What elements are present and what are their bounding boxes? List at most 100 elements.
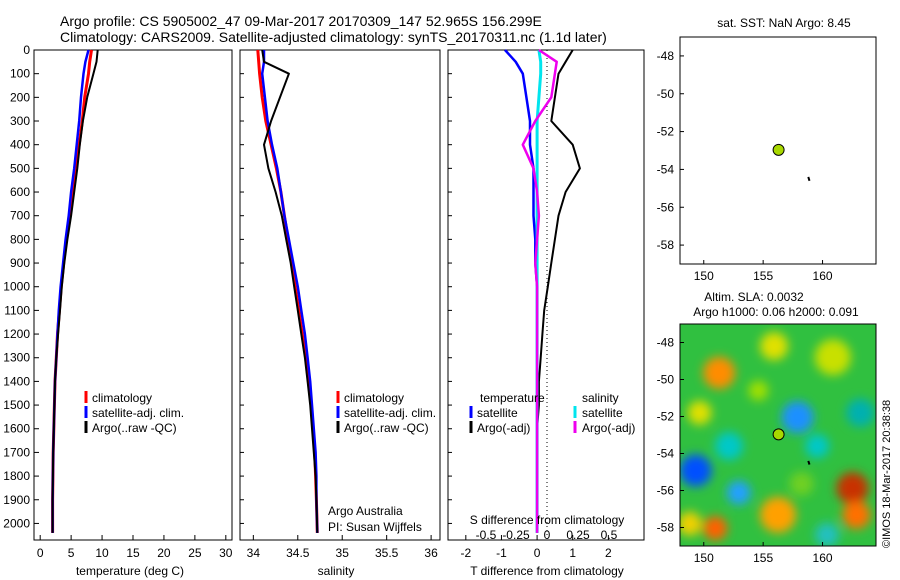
series-line — [504, 49, 539, 533]
x-tick-label: 34 — [247, 546, 261, 560]
map-y-tick-label: -52 — [657, 125, 675, 139]
map-y-tick-label: -56 — [657, 484, 675, 498]
s-tick-label: 0.5 — [601, 528, 618, 542]
legend-label-temp-argo: Argo(-adj) — [477, 421, 530, 435]
sla-anomaly-blob — [726, 480, 751, 505]
temperature-series — [51, 49, 99, 533]
series-line — [260, 50, 319, 533]
legend-temperature-title: temperature — [480, 391, 545, 405]
sla-anomaly-blob — [815, 522, 839, 546]
depth-tick-label: 400 — [10, 138, 30, 152]
depth-tick-label: 1100 — [4, 303, 30, 317]
legend-label-sal-satellite: satellite — [582, 406, 623, 420]
series-line — [261, 49, 319, 533]
s-difference-axis: -0.5 -0.25 0 0.25 0.5 — [476, 528, 618, 542]
figure-title-line1: Argo profile: CS 5905002_47 09-Mar-2017 … — [60, 13, 542, 29]
sla-anomaly-blob — [760, 496, 796, 533]
depth-tick-label: 1500 — [3, 398, 30, 412]
series-line — [51, 49, 93, 533]
sst-map-panel: sat. SST: NaN Argo: 8.45 150 155 160 -48 -50… — [657, 16, 877, 283]
note-argo-australia: Argo Australia — [328, 504, 403, 518]
map-x-tick-label: 160 — [813, 551, 833, 565]
depth-tick-label: 900 — [10, 256, 30, 270]
depth-tick-label: 1700 — [3, 445, 30, 459]
x-tick-label: 36 — [424, 546, 438, 560]
map-x-tick-label: 160 — [813, 269, 833, 283]
sla-map-axes: 150 155 160 -48 -50 -52 -54 -56 -58 — [657, 336, 833, 566]
x-tick-label: -2 — [460, 546, 471, 560]
temperature-x-label: temperature (deg C) — [76, 564, 184, 578]
sst-map-marks — [772, 143, 811, 182]
sla-map-frame — [679, 323, 877, 547]
x-tick-label: 10 — [95, 546, 109, 560]
temperature-x-axis: 0 5 10 15 20 25 30 — [37, 535, 233, 560]
legend-label-satellite: satellite-adj. clim. — [344, 406, 436, 420]
x-tick-label: 34.5 — [286, 546, 310, 560]
salinity-legend: climatology satellite-adj. clim. Argo(..… — [336, 391, 436, 435]
salinity-series — [256, 49, 319, 533]
t-difference-label: T difference from climatology — [470, 564, 624, 578]
map-y-tick-label: -50 — [657, 373, 675, 387]
x-tick-label: 15 — [126, 546, 140, 560]
temperature-y-axis: 0 100 200 300 400 500 600 700 800 900 1000 1100 1200… — [3, 43, 452, 530]
sla-map-title-line2: Argo h1000: 0.06 h2000: 0.091 — [693, 305, 859, 319]
map-x-tick-label: 155 — [753, 269, 773, 283]
legend-salinity-title: salinity — [582, 391, 619, 405]
sla-anomaly-blob — [748, 380, 769, 401]
depth-tick-label: 1600 — [3, 422, 30, 436]
sla-anomaly-blob — [703, 516, 728, 541]
salinity-x-label: salinity — [318, 564, 355, 578]
sla-anomaly-blob — [814, 339, 851, 376]
figure-title-line2: Climatology: CARS2009. Satellite-adjuste… — [60, 29, 607, 45]
legend-label-temp-satellite: satellite — [477, 406, 518, 420]
legend-label-climatology: climatology — [92, 391, 152, 405]
map-x-tick-label: 155 — [753, 551, 773, 565]
difference-legend: temperature satellite Argo(-adj) salinit… — [469, 391, 635, 435]
sla-map-title-line1: Altim. SLA: 0.0032 — [704, 290, 804, 304]
sla-anomaly-blob — [715, 432, 743, 461]
legend-label-argo: Argo(..raw -QC) — [92, 421, 177, 435]
temperature-panel: 0100200300400500600700800900100011001200… — [3, 43, 452, 578]
sla-anomaly-blobs — [680, 332, 875, 546]
sla-anomaly-blob — [703, 356, 736, 389]
s-tick-label: 0.25 — [566, 528, 590, 542]
depth-tick-label: 600 — [10, 185, 30, 199]
x-tick-label: 30 — [219, 546, 233, 560]
temperature-legend: climatology satellite-adj. clim. Argo(..… — [84, 391, 184, 435]
float-track — [807, 176, 811, 182]
sla-anomaly-blob — [760, 332, 789, 361]
legend-label-climatology: climatology — [344, 391, 404, 405]
difference-x-axis: -2 -1 0 1 2 — [460, 535, 612, 560]
s-difference-label: S difference from climatology — [470, 513, 625, 527]
sla-anomaly-blob — [836, 472, 869, 505]
sla-anomaly-blob — [687, 400, 712, 425]
sla-anomaly-blob — [846, 398, 875, 427]
s-tick-label: -0.25 — [502, 528, 530, 542]
salinity-panel: 34 34.5 35 35.5 36 salinity climatology sate… — [239, 49, 441, 578]
x-tick-label: 35 — [336, 546, 350, 560]
sla-anomaly-blob — [781, 401, 814, 434]
x-tick-label: 35.5 — [375, 546, 399, 560]
depth-tick-label: 1200 — [3, 327, 30, 341]
x-tick-label: 5 — [68, 546, 75, 560]
series-line — [536, 49, 581, 533]
temperature-plot-frame — [33, 49, 233, 541]
salinity-plot-frame — [239, 49, 441, 541]
difference-plot-frame — [447, 49, 645, 541]
map-y-tick-label: -58 — [657, 238, 675, 252]
salinity-x-axis: 34 34.5 35 35.5 36 — [247, 535, 438, 560]
depth-tick-label: 700 — [10, 209, 30, 223]
sla-anomaly-blob — [842, 500, 871, 529]
x-tick-label: 20 — [157, 546, 171, 560]
depth-tick-label: 0 — [23, 43, 30, 57]
sst-map-axes: 150 155 160 -48 -50 -52 -54 -56 -58 — [657, 49, 833, 283]
legend-label-sal-argo: Argo(-adj) — [582, 421, 635, 435]
x-tick-label: 0 — [534, 546, 541, 560]
sla-map-marks — [772, 428, 811, 465]
x-tick-label: 25 — [188, 546, 202, 560]
depth-tick-label: 100 — [10, 67, 30, 81]
x-tick-label: -1 — [496, 546, 507, 560]
depth-tick-label: 500 — [10, 161, 30, 175]
depth-tick-label: 1800 — [3, 469, 30, 483]
difference-series — [504, 48, 581, 533]
